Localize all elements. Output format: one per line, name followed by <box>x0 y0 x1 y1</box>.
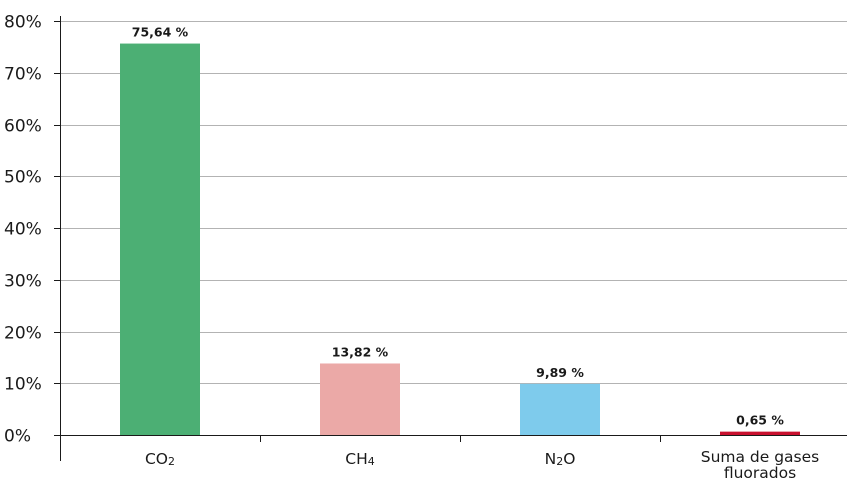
axes <box>54 16 847 461</box>
bar <box>120 43 200 436</box>
y-tick-label: 10% <box>4 375 42 395</box>
data-label: 13,82 % <box>332 344 389 359</box>
bar <box>720 431 800 435</box>
y-tick-label: 80% <box>4 13 42 33</box>
y-tick-label: 20% <box>4 324 42 344</box>
y-tick-label: 30% <box>4 272 42 292</box>
y-tick-label: 40% <box>4 220 42 240</box>
data-label: 0,65 % <box>736 413 784 428</box>
data-label: 9,89 % <box>536 365 584 380</box>
y-tick-label: 70% <box>4 65 42 85</box>
x-category-label: CH4 <box>345 450 374 468</box>
x-category-label: CO2 <box>145 450 175 468</box>
data-label: 75,64 % <box>132 25 189 40</box>
y-tick-label: 0% <box>4 427 31 447</box>
bar <box>520 383 600 435</box>
y-tick-label: 50% <box>4 168 42 188</box>
bar <box>320 363 400 435</box>
y-tick-label: 60% <box>4 117 42 137</box>
labels: 0% 10% 20% 30% 40% 50% 60% 70% 80% 75,64 % CO2 13,8… <box>4 13 819 483</box>
x-category-label: Suma de gases <box>701 448 820 466</box>
x-category-label: N2O <box>545 450 576 468</box>
x-category-label: fluorados <box>724 464 796 482</box>
bars <box>120 43 800 436</box>
